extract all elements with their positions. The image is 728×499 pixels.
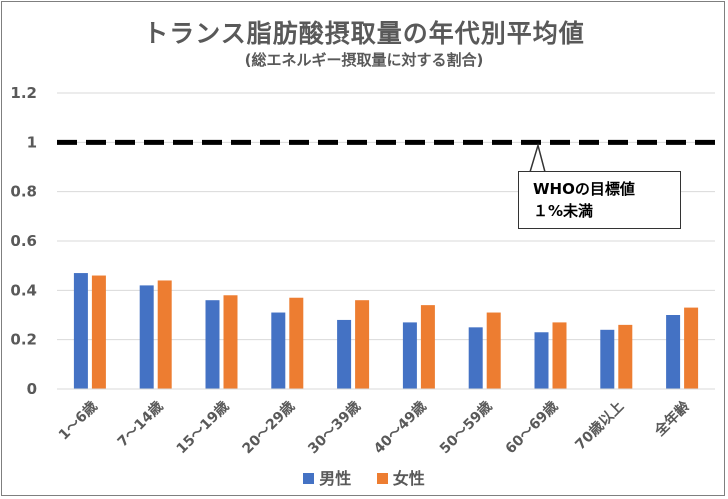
legend-swatch-male <box>303 473 315 484</box>
bar-female <box>91 275 106 389</box>
y-tick-label: 0.4 <box>10 281 37 299</box>
y-tick-label: 0.8 <box>10 183 37 201</box>
bar-female <box>157 280 172 389</box>
legend-swatch-female <box>376 473 388 484</box>
chart-title: トランス脂肪酸摂取量の年代別平均値 <box>143 19 585 48</box>
bar-male <box>402 322 417 389</box>
legend-item-female: 女性 <box>376 465 425 489</box>
x-tick-label: 50～59歳 <box>436 398 495 457</box>
bar-female <box>684 307 699 389</box>
bar-male <box>468 327 483 389</box>
callout-line-1: WHOの目標値 <box>533 180 635 198</box>
bar-male <box>337 319 352 389</box>
x-tick-label: 40～49歳 <box>370 398 429 457</box>
x-tick-label: 7～14歳 <box>114 398 166 450</box>
x-tick-label: 60～69歳 <box>502 398 561 457</box>
bar-female <box>289 297 304 389</box>
y-tick-label: 0.6 <box>10 232 37 250</box>
legend-item-male: 男性 <box>303 465 351 489</box>
bar-male <box>666 315 681 389</box>
legend-label-male: 男性 <box>319 469 352 488</box>
callout-line-2: １%未満 <box>533 202 594 220</box>
callout-pointer <box>528 142 546 173</box>
bar-female <box>552 322 567 389</box>
bar-male <box>534 332 549 389</box>
bar-male <box>600 329 615 389</box>
y-tick-label: 1.2 <box>10 84 37 102</box>
bar-male <box>139 285 154 389</box>
bar-male <box>271 312 286 389</box>
who-target-callout: WHOの目標値 １%未満 <box>518 171 681 229</box>
y-tick-label: 1 <box>27 133 37 151</box>
x-tick-label: 1～6歳 <box>55 398 101 444</box>
legend: 男性 女性 <box>0 465 728 489</box>
bar-female <box>618 324 633 389</box>
x-tick-label: 15～19歳 <box>173 398 232 457</box>
y-tick-label: 0 <box>27 380 37 398</box>
x-tick-label: 20～29歳 <box>239 398 298 457</box>
bar-female <box>420 305 435 389</box>
x-tick-label: 30～39歳 <box>305 398 364 457</box>
legend-label-female: 女性 <box>392 469 425 488</box>
bar-female <box>355 300 370 389</box>
bar-female <box>223 295 238 389</box>
bar-male <box>73 273 88 389</box>
y-tick-label: 0.2 <box>10 331 37 349</box>
x-tick-label: 70歳以上 <box>572 398 627 453</box>
bar-female <box>486 312 501 389</box>
chart-subtitle: (総エネルギー摂取量に対する割合) <box>244 51 484 69</box>
bar-male <box>205 300 220 389</box>
x-tick-label: 全年齢 <box>651 397 694 440</box>
